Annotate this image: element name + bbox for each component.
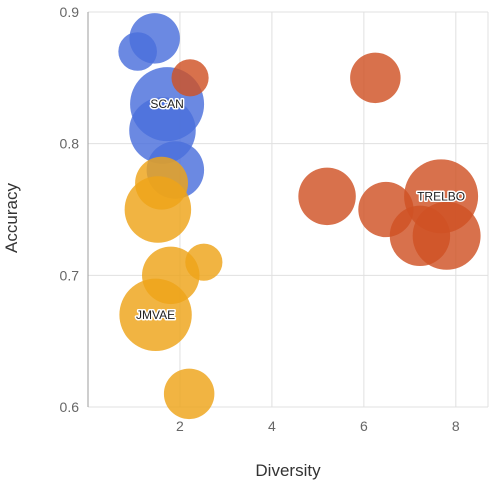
y-tick-label: 0.7 [60, 267, 80, 283]
x-axis-ticks: 2 4 6 8 [176, 418, 460, 434]
x-tick-label: 4 [268, 418, 276, 434]
bubble-point [298, 167, 356, 226]
bubble-point [171, 59, 209, 97]
bubble-point [412, 201, 481, 270]
x-tick-label: 6 [360, 418, 368, 434]
bubble-point [350, 52, 401, 104]
bubble-label: TRELBO [417, 189, 465, 203]
bubble-point [185, 243, 223, 281]
bubble-point [119, 278, 192, 352]
y-tick-label: 0.6 [60, 399, 80, 415]
bubble-label: SCAN [150, 97, 183, 111]
y-tick-label: 0.8 [60, 136, 80, 152]
bubble-point [124, 176, 192, 243]
x-tick-label: 2 [176, 418, 184, 434]
x-tick-label: 8 [452, 418, 460, 434]
bubble-label: JMVAE [136, 308, 175, 322]
y-axis-label: Accuracy [2, 183, 21, 253]
bubbles [118, 13, 481, 420]
y-tick-label: 0.9 [60, 4, 80, 20]
bubble-labels: SCAN JMVAE TRELBO [135, 96, 467, 324]
bubble-point [129, 13, 180, 64]
y-axis-ticks: 0.6 0.7 0.8 0.9 [60, 4, 80, 415]
bubble-point [163, 368, 215, 420]
x-axis-label: Diversity [255, 461, 321, 480]
